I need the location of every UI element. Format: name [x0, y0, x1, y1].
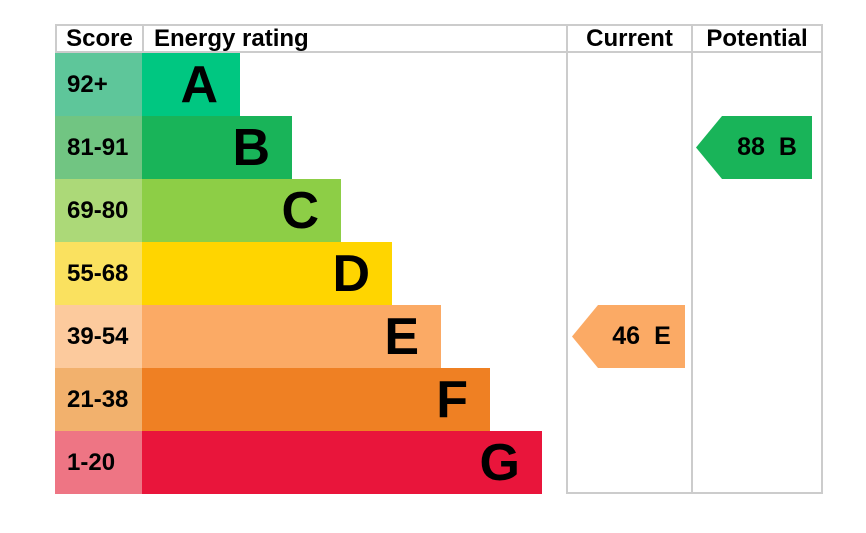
potential-rating-band-letter: B	[778, 133, 797, 161]
current-rating-arrow: 46 E	[572, 305, 685, 368]
band-bar-a: A	[142, 53, 240, 116]
energy-rating-column-header: Energy rating	[142, 24, 566, 53]
potential-column-header: Potential	[691, 24, 823, 53]
score-range-g: 1-20	[55, 431, 142, 494]
score-range-c: 69-80	[55, 179, 142, 242]
current-column	[566, 53, 691, 494]
band-bar-e: E	[142, 305, 441, 368]
score-column-header: Score	[55, 24, 142, 53]
band-bar-d: D	[142, 242, 392, 305]
current-column-header: Current	[566, 24, 691, 53]
band-bar-b: B	[142, 116, 292, 179]
score-range-f: 21-38	[55, 368, 142, 431]
score-range-d: 55-68	[55, 242, 142, 305]
potential-rating-score: 88	[737, 133, 765, 161]
band-bar-c: C	[142, 179, 341, 242]
potential-rating-arrow: 88 B	[696, 116, 812, 179]
score-range-b: 81-91	[55, 116, 142, 179]
band-bar-f: F	[142, 368, 490, 431]
score-range-a: 92+	[55, 53, 142, 116]
current-rating-band-letter: E	[654, 322, 671, 350]
score-range-e: 39-54	[55, 305, 142, 368]
current-rating-score: 46	[612, 322, 641, 350]
band-bar-g: G	[142, 431, 542, 494]
